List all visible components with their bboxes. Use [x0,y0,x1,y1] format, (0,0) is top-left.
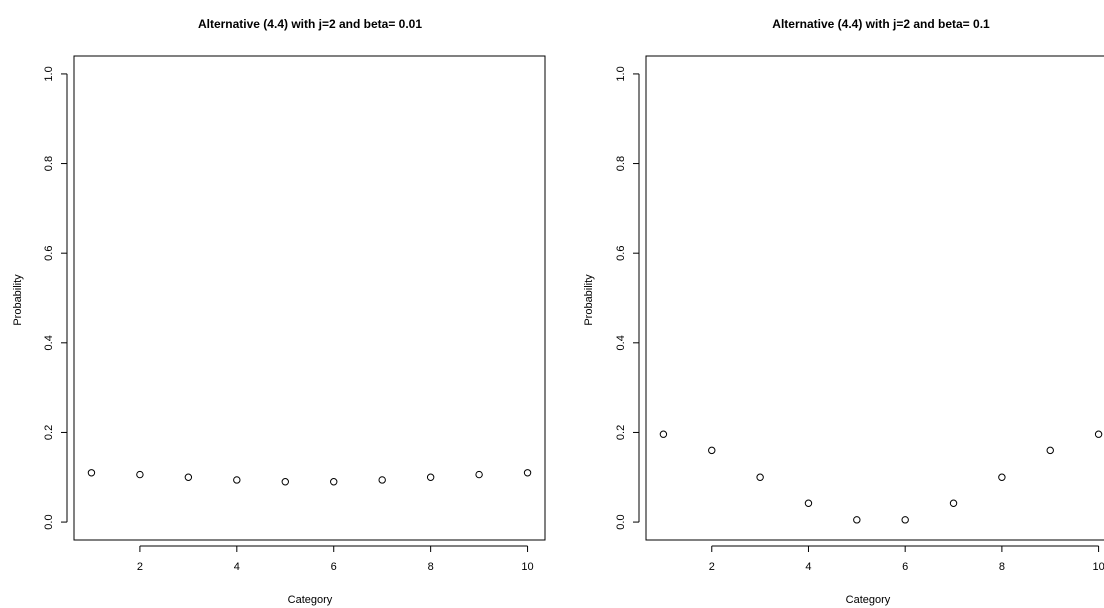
data-point [136,470,144,479]
data-point [330,478,338,486]
data-point [708,446,716,455]
y-tick-label: 0.8 [615,156,627,171]
data-point [87,469,96,477]
x-tick-label: 8 [999,561,1005,573]
y-tick-label: 0.6 [615,246,627,261]
plot-frame [645,55,1104,541]
y-tick-label: 0.2 [43,425,55,440]
data-point [281,478,289,486]
y-tick-label: 0.2 [615,425,627,440]
data-point [475,470,483,479]
x-tick-label: 10 [1092,561,1104,573]
y-tick-label: 0.4 [43,335,55,350]
data-point [659,430,668,438]
data-point [901,516,909,524]
x-tick-label: 10 [521,561,533,573]
data-point [426,473,435,481]
x-axis-label: Category [846,594,891,606]
y-tick-label: 0.0 [615,514,627,529]
data-point [998,473,1006,481]
y-tick-label: 0.6 [43,246,55,261]
chart-title: Alternative (4.4) with j=2 and beta= 0.1 [772,17,990,31]
data-point [184,473,193,481]
chart-panel-beta-0.01: Alternative (4.4) with j=2 and beta= 0.0… [12,17,546,606]
y-tick-label: 1.0 [43,66,55,81]
y-axis-label: Probability [12,274,24,326]
chart-panel-beta-0.1: Alternative (4.4) with j=2 and beta= 0.1… [583,17,1104,606]
x-tick-label: 8 [428,561,434,573]
x-tick-label: 6 [902,561,908,573]
data-point [523,469,532,477]
y-axis-label: Probability [583,274,595,326]
chart-title: Alternative (4.4) with j=2 and beta= 0.0… [198,17,422,31]
plot-frame [73,55,546,541]
data-point [1094,430,1103,438]
y-tick-label: 0.0 [43,514,55,529]
x-tick-label: 4 [805,561,811,573]
data-point [1046,446,1054,455]
x-axis-label: Category [288,594,333,606]
x-tick-label: 2 [709,561,715,573]
y-tick-label: 0.4 [615,335,627,350]
data-point [804,499,813,507]
y-tick-label: 0.8 [43,156,55,171]
x-tick-label: 2 [137,561,143,573]
data-point [949,499,958,507]
y-tick-label: 1.0 [615,66,627,81]
data-point [233,476,241,484]
data-point [378,476,386,484]
x-tick-label: 6 [331,561,337,573]
data-point [853,516,861,524]
x-tick-label: 4 [234,561,240,573]
data-point [756,473,764,481]
